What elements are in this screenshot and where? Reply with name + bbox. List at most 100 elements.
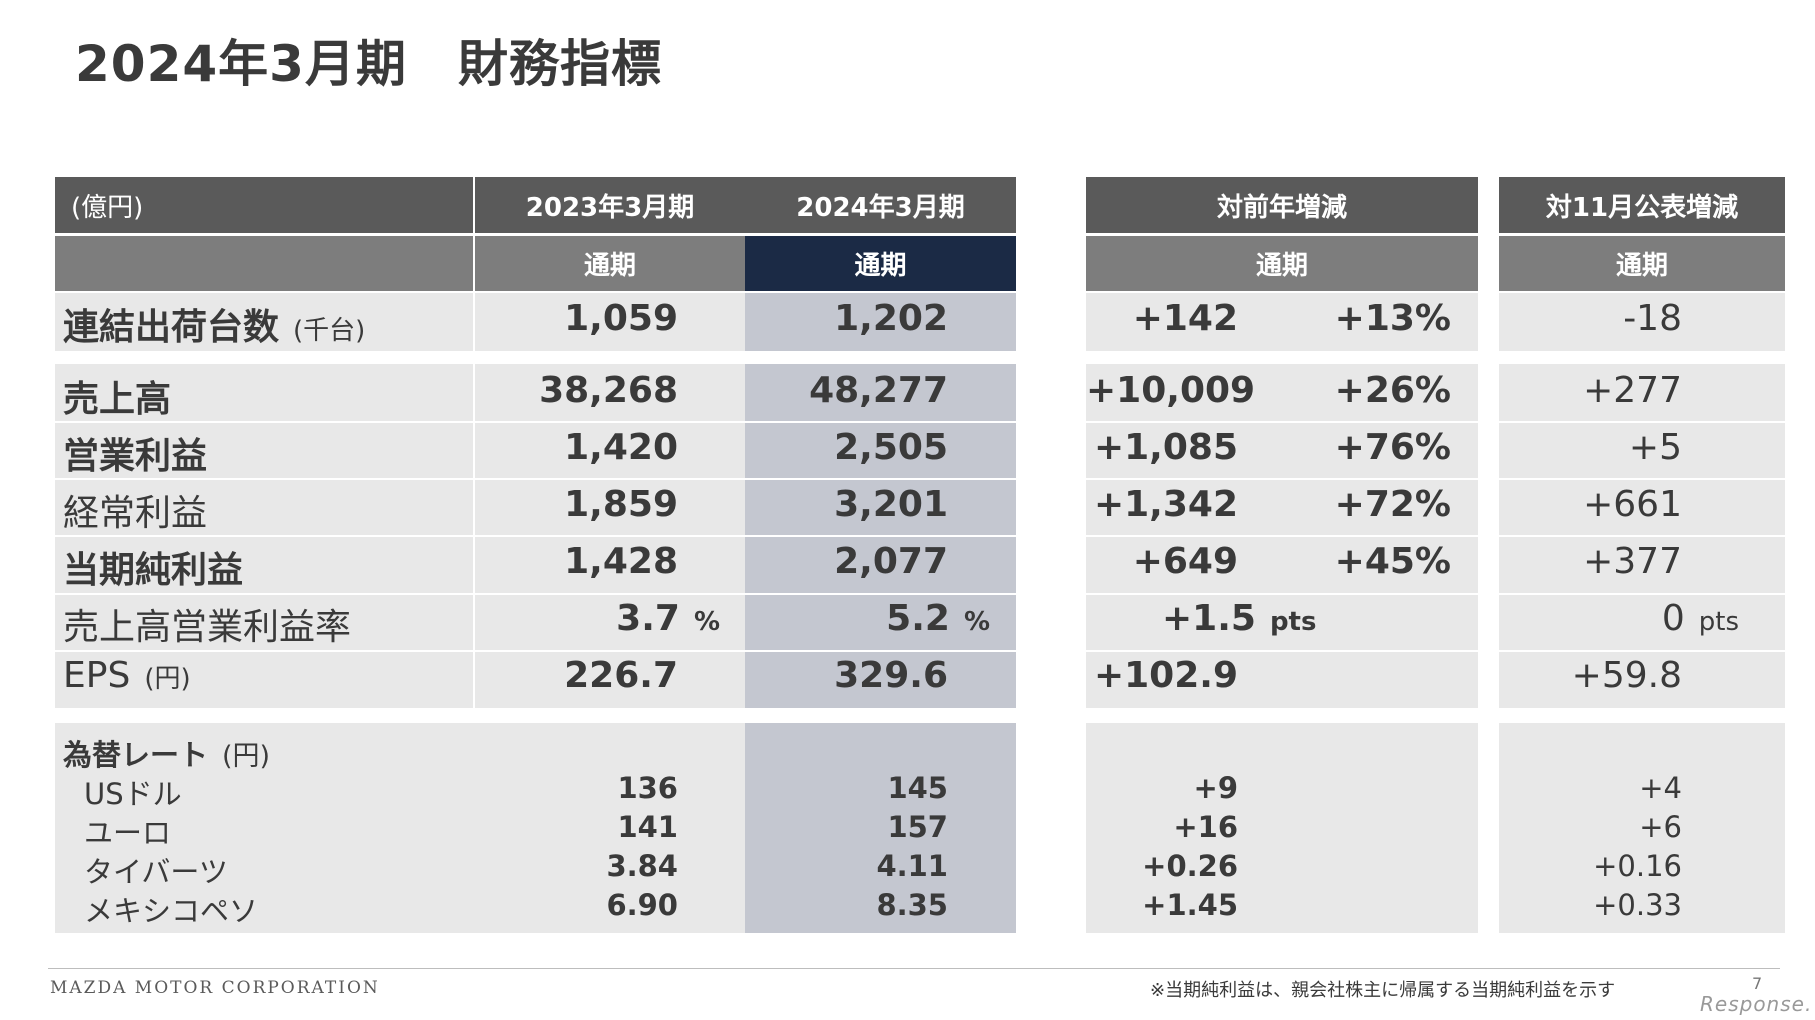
ordinary-yoy-pct: +72% (1334, 484, 1451, 525)
subheader-fy2023-fullyear: 通期 (475, 236, 745, 291)
ordinary-yoy-abs: +1,342 (1093, 484, 1238, 525)
fx-usd-yoy: +9 (1193, 771, 1238, 805)
fx-fy2024-bg (745, 723, 1016, 933)
fx-thb-fy2023: 3.84 (606, 849, 678, 883)
net-yoy-pct: +45% (1334, 541, 1451, 582)
margin-fy2024-value: 5.2 (886, 598, 950, 639)
fx-eur-yoy: +16 (1173, 810, 1238, 844)
margin-fy2024: 5.2% (830, 598, 990, 639)
revenue-label: 売上高 (63, 379, 172, 420)
margin-label: 売上高営業利益率 (63, 607, 352, 648)
margin-yoy: +1.5 pts (1100, 598, 1316, 639)
revenue-fy2023: 38,268 (539, 370, 678, 411)
fx-block-bg (55, 723, 745, 933)
shipments-fy2024: 1,202 (834, 298, 948, 339)
margin-vs-nov: 0 pts (1499, 598, 1739, 639)
header-unit: (億円) (55, 177, 473, 233)
net-yoy-abs: +649 (1132, 541, 1238, 582)
fx-mxn-vs-nov: +0.33 (1593, 888, 1682, 922)
shipments-fy2023: 1,059 (564, 298, 678, 339)
revenue-fy2024: 48,277 (809, 370, 948, 411)
operating-yoy-abs: +1,085 (1093, 427, 1238, 468)
eps-unit: (円) (144, 664, 191, 694)
eps-yoy-abs: +102.9 (1093, 655, 1238, 696)
fx-thb-label: タイバーツ (84, 855, 228, 889)
margin-yoy-value: +1.5 (1162, 598, 1256, 639)
row-divider (55, 535, 1785, 537)
eps-fy2023: 226.7 (564, 655, 678, 696)
shipments-yoy-pct: +13% (1334, 298, 1451, 339)
fx-eur-fy2024: 157 (887, 810, 948, 844)
col-divider (473, 177, 475, 351)
fx-yoy-bg (1086, 723, 1478, 933)
net-fy2023: 1,428 (564, 541, 678, 582)
shipments-yoy-abs: +142 (1132, 298, 1238, 339)
fx-mxn-fy2024: 8.35 (876, 888, 948, 922)
revenue-yoy-abs: +10,009 (1086, 370, 1256, 411)
margin-fy2023-unit: % (693, 607, 720, 637)
revenue-yoy-pct: +26% (1334, 370, 1451, 411)
header-yoy: 対前年増減 (1086, 177, 1478, 233)
header-vs-nov: 対11月公表増減 (1499, 177, 1785, 233)
eps-label: EPS (円) (63, 655, 191, 696)
fx-thb-vs-nov: +0.16 (1593, 849, 1682, 883)
footnote: ※当期純利益は、親会社株主に帰属する当期純利益を示す (1150, 980, 1616, 1001)
subheader-blank (55, 236, 473, 291)
page-title: 2024年3月期 財務指標 (75, 35, 662, 93)
footer-divider (48, 968, 1780, 969)
row-divider (55, 593, 1785, 595)
margin-yoy-unit: pts (1269, 607, 1317, 637)
row-divider (55, 650, 1785, 652)
watermark-logo: Response. (1700, 992, 1813, 1016)
net-label: 当期純利益 (63, 550, 244, 591)
fx-unit: (円) (222, 741, 271, 772)
fx-usd-fy2023: 136 (617, 771, 678, 805)
fx-mxn-fy2023: 6.90 (606, 888, 678, 922)
ordinary-label: 経常利益 (63, 493, 208, 534)
fx-eur-label: ユーロ (84, 816, 172, 850)
net-vs-nov: +377 (1583, 541, 1682, 582)
subheader-vs-nov-fullyear: 通期 (1499, 236, 1785, 291)
page-number: 7 (1752, 974, 1763, 993)
fx-usd-fy2024: 145 (887, 771, 948, 805)
header-fy2023: 2023年3月期 (475, 177, 745, 233)
margin-vs-nov-unit: pts (1698, 607, 1739, 637)
shipments-vs-nov: -18 (1623, 298, 1682, 339)
shipments-fy2024-bg (745, 293, 1016, 351)
ordinary-fy2023: 1,859 (564, 484, 678, 525)
subheader-yoy-fullyear: 通期 (1086, 236, 1478, 291)
fx-eur-fy2023: 141 (617, 810, 678, 844)
fx-thb-fy2024: 4.11 (876, 849, 948, 883)
margin-fy2023-value: 3.7 (616, 598, 680, 639)
net-fy2024: 2,077 (834, 541, 948, 582)
operating-vs-nov: +5 (1628, 427, 1682, 468)
operating-yoy-pct: +76% (1334, 427, 1451, 468)
shipments-vsnov-bg (1499, 293, 1785, 351)
margin-vs-nov-value: 0 (1661, 598, 1685, 639)
shipments-label: 連結出荷台数 (千台) (63, 307, 366, 348)
row-divider (55, 478, 1785, 480)
eps-vs-nov: +59.8 (1571, 655, 1682, 696)
fx-usd-vs-nov: +4 (1639, 771, 1682, 805)
operating-fy2023: 1,420 (564, 427, 678, 468)
fx-eur-vs-nov: +6 (1639, 810, 1682, 844)
shipments-row-bg (55, 293, 745, 351)
ordinary-fy2024: 3,201 (834, 484, 948, 525)
margin-fy2023: 3.7% (560, 598, 720, 639)
subheader-fy2024-fullyear: 通期 (745, 236, 1016, 291)
fx-vsnov-bg (1499, 723, 1785, 933)
fx-thb-yoy: +0.26 (1142, 849, 1238, 883)
eps-fy2024: 329.6 (834, 655, 948, 696)
revenue-vs-nov: +277 (1583, 370, 1682, 411)
fx-usd-label: USドル (84, 777, 182, 811)
row-divider (55, 421, 1785, 423)
fx-mxn-yoy: +1.45 (1142, 888, 1238, 922)
ordinary-vs-nov: +661 (1583, 484, 1682, 525)
operating-fy2024: 2,505 (834, 427, 948, 468)
margin-fy2024-unit: % (963, 607, 990, 637)
operating-label: 営業利益 (63, 436, 208, 477)
shipments-yoy-bg (1086, 293, 1478, 351)
shipments-unit: (千台) (293, 316, 366, 346)
fx-mxn-label: メキシコペソ (84, 894, 259, 928)
fx-label: 為替レート (円) (63, 738, 271, 772)
